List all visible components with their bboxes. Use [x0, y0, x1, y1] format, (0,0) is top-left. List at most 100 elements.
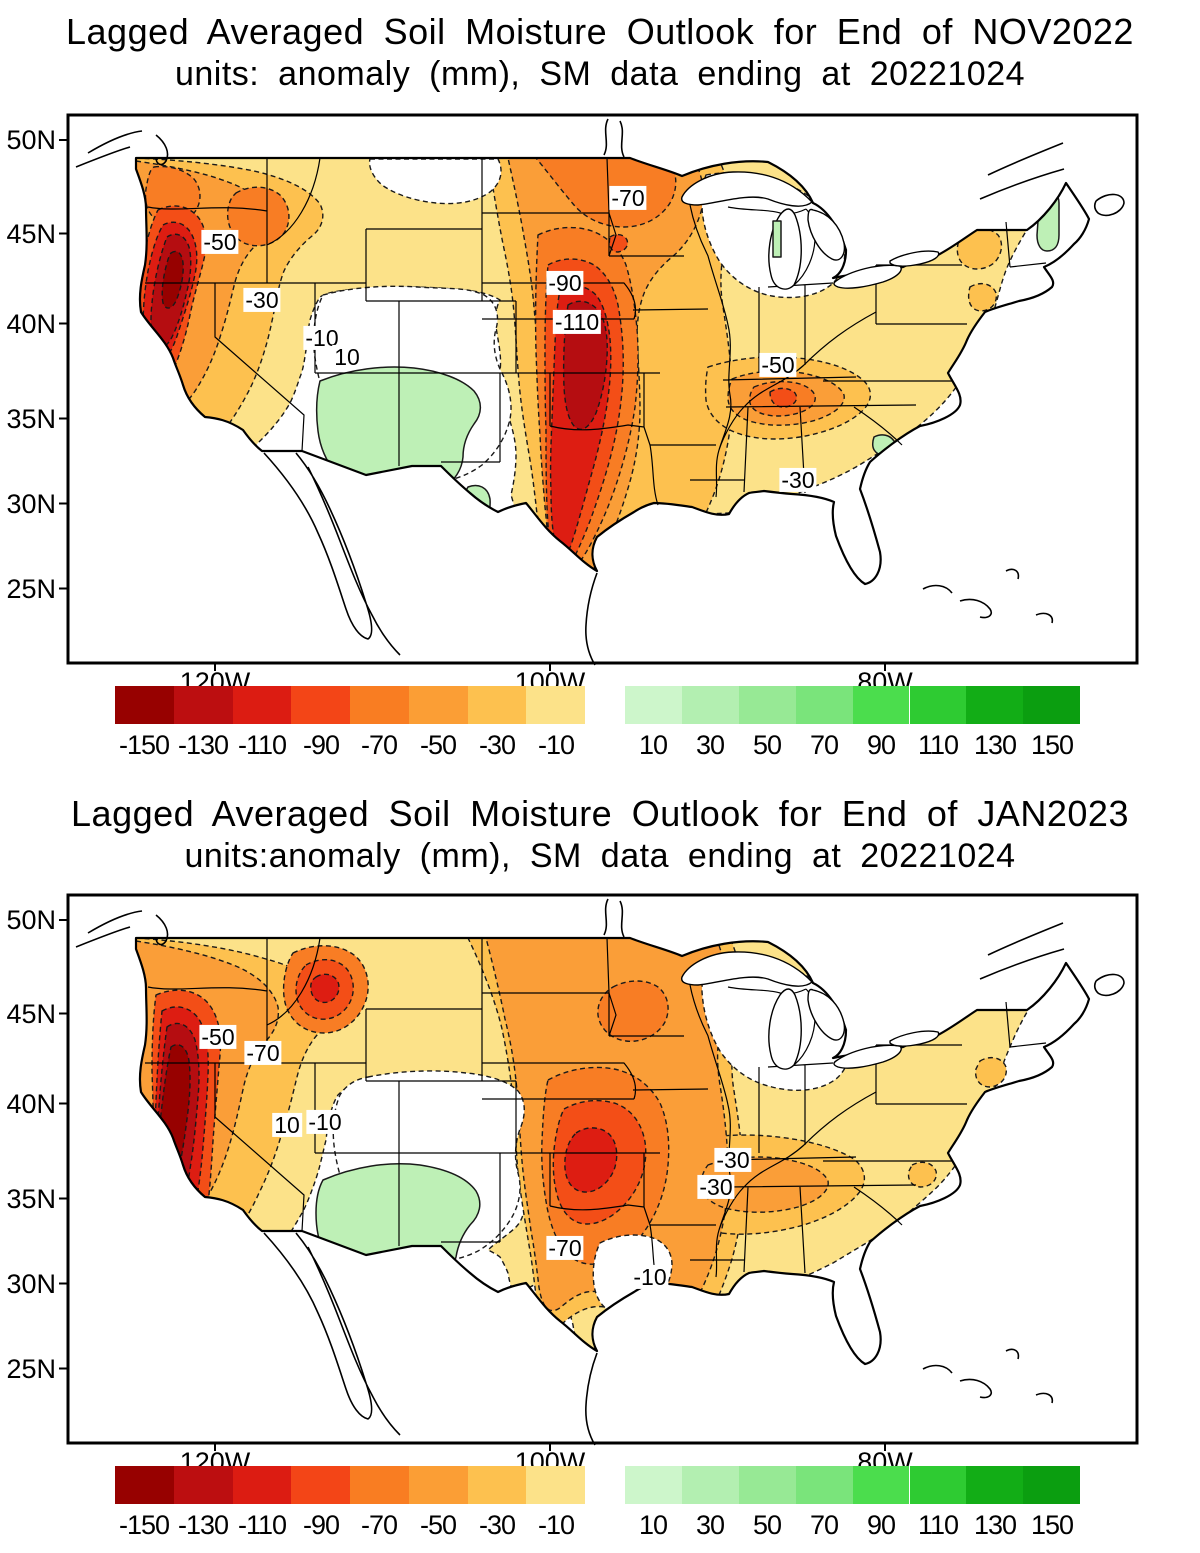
lake-superior — [681, 171, 814, 207]
lat-label: 30N — [6, 1269, 56, 1299]
colorbar-label: 30 — [695, 1510, 725, 1540]
plot-frame — [66, 893, 1139, 1445]
anomaly-innermost-california — [161, 250, 184, 309]
colorbar-label: -70 — [360, 730, 398, 760]
panel2-title: Lagged Averaged Soil Moisture Outlook fo… — [0, 792, 1200, 877]
panel2-title-line1: Lagged Averaged Soil Moisture Outlook fo… — [71, 793, 1129, 834]
colorbar-cell — [173, 1466, 233, 1504]
colorbar-label: 110 — [917, 1510, 959, 1540]
colorbar-label: 50 — [752, 730, 782, 760]
lat-label: 25N — [6, 1354, 56, 1384]
colorbar-cell — [467, 1466, 527, 1504]
great-lakes — [681, 951, 940, 1070]
colorbar-positive-segment — [625, 686, 1080, 724]
colorbar-label: 10 — [638, 730, 668, 760]
colorbar-label: 10 — [638, 1510, 668, 1540]
contour-label: -50 — [759, 351, 797, 378]
contour-label: 10 — [332, 343, 362, 370]
colorbar-cell — [408, 1466, 468, 1504]
jan2023-map: 50N 45N 40N 35N 30N 25N 120W 100W 80W — [6, 893, 1139, 1477]
colorbar-cell — [681, 1466, 739, 1504]
canada-mexico-coastlines — [75, 898, 1125, 1446]
lat-label: 35N — [6, 1184, 56, 1214]
positive-dot-florida — [775, 1314, 794, 1335]
lake-huron — [807, 208, 846, 261]
lake-erie — [833, 1044, 902, 1069]
anomaly-dot-minnesota — [608, 233, 629, 253]
colorbar-cell — [232, 1466, 292, 1504]
contour-label: -10 — [631, 1263, 669, 1290]
colorbar-cell — [232, 686, 292, 724]
contour-label: -30 — [697, 1173, 735, 1200]
colorbar-cell — [852, 686, 910, 724]
colorbar-cell — [291, 686, 350, 724]
colorbar-negative-segment — [115, 686, 585, 724]
positive-region-arizona-newmexico — [315, 1163, 481, 1292]
colorbar-label: 150 — [1030, 1510, 1074, 1540]
colorbar-cell — [408, 686, 468, 724]
panel1-title: Lagged Averaged Soil Moisture Outlook fo… — [0, 10, 1200, 95]
colorbar-label: -110 — [237, 1510, 287, 1540]
colorbar-cell — [1023, 1466, 1080, 1504]
colorbar-positive-segment — [625, 1466, 1080, 1504]
lake-huron — [807, 988, 846, 1041]
colorbar-cell — [526, 1466, 585, 1504]
contour-label: -110 — [552, 308, 602, 335]
colorbar-cell — [738, 686, 796, 724]
colorbar-label: 70 — [809, 730, 839, 760]
colorbar-panel2: -150 -130 -110 -90 -70 -50 -30 -10 10 30… — [0, 1466, 1200, 1544]
lat-label: 25N — [6, 574, 56, 604]
contour-label: -10 — [306, 1108, 344, 1135]
nov2022-map: 50N 45N 40N 35N 30N 25N 120W 100W 80W — [6, 113, 1139, 697]
colorbar-cell — [625, 1466, 682, 1504]
lake-ontario — [889, 1030, 940, 1047]
colorbar-label: 130 — [973, 1510, 1017, 1540]
panel1-title-line1: Lagged Averaged Soil Moisture Outlook fo… — [66, 11, 1134, 52]
y-axis: 50N 45N 40N 35N 30N 25N — [6, 125, 68, 604]
colorbar-cell — [966, 686, 1024, 724]
colorbar-cell — [350, 1466, 409, 1504]
colorbar-label: -50 — [419, 730, 457, 760]
colorbar-label: 90 — [866, 730, 896, 760]
lake-ontario — [889, 250, 940, 267]
colorbar-label: 50 — [752, 1510, 782, 1540]
colorbar-cell — [173, 686, 233, 724]
lat-label: 35N — [6, 404, 56, 434]
positive-tail-newmexico — [461, 484, 491, 531]
lat-label: 40N — [6, 309, 56, 339]
colorbar-cell — [795, 686, 853, 724]
colorbar-label: -30 — [478, 1510, 516, 1540]
colorbar-cell — [909, 686, 967, 724]
contour-label: -90 — [546, 269, 584, 296]
colorbar-negative-segment — [115, 1466, 585, 1504]
state-borders — [145, 937, 1047, 1286]
colorbar-label: -50 — [419, 1510, 457, 1540]
us-outline — [134, 156, 1091, 586]
near-zero-montana — [368, 158, 502, 205]
anomaly-spot-idaho — [226, 186, 290, 247]
positive-dot-florida — [817, 640, 830, 654]
colorbar-panel1: -150 -130 -110 -90 -70 -50 -30 -10 10 30… — [0, 686, 1200, 764]
colorbar-cell — [291, 1466, 350, 1504]
colorbar-label: 70 — [809, 1510, 839, 1540]
colorbar-cell — [1023, 686, 1080, 724]
lat-label: 45N — [6, 999, 56, 1029]
colorbar-cell — [526, 686, 585, 724]
panel2-title-line2: units:anomaly (mm), SM data ending at 20… — [184, 837, 1016, 875]
colorbar-label: -90 — [302, 1510, 340, 1540]
colorbar-cell — [966, 1466, 1024, 1504]
colorbar-label: -10 — [537, 1510, 575, 1540]
colorbar-cell — [681, 686, 739, 724]
colorbar-label: -130 — [177, 730, 229, 760]
colorbar-label: -10 — [537, 730, 575, 760]
colorbar-cell — [625, 686, 682, 724]
anomaly-dot-kentucky — [769, 387, 798, 408]
colorbar-label: 30 — [695, 730, 725, 760]
contour-label: -70 — [546, 1234, 584, 1261]
contour-label: -50 — [199, 1023, 237, 1050]
colorbar-label: -130 — [177, 1510, 229, 1540]
contour-label: -30 — [243, 286, 281, 313]
anomaly-spot-maryland — [907, 1161, 938, 1188]
colorbar-label: 130 — [973, 730, 1017, 760]
